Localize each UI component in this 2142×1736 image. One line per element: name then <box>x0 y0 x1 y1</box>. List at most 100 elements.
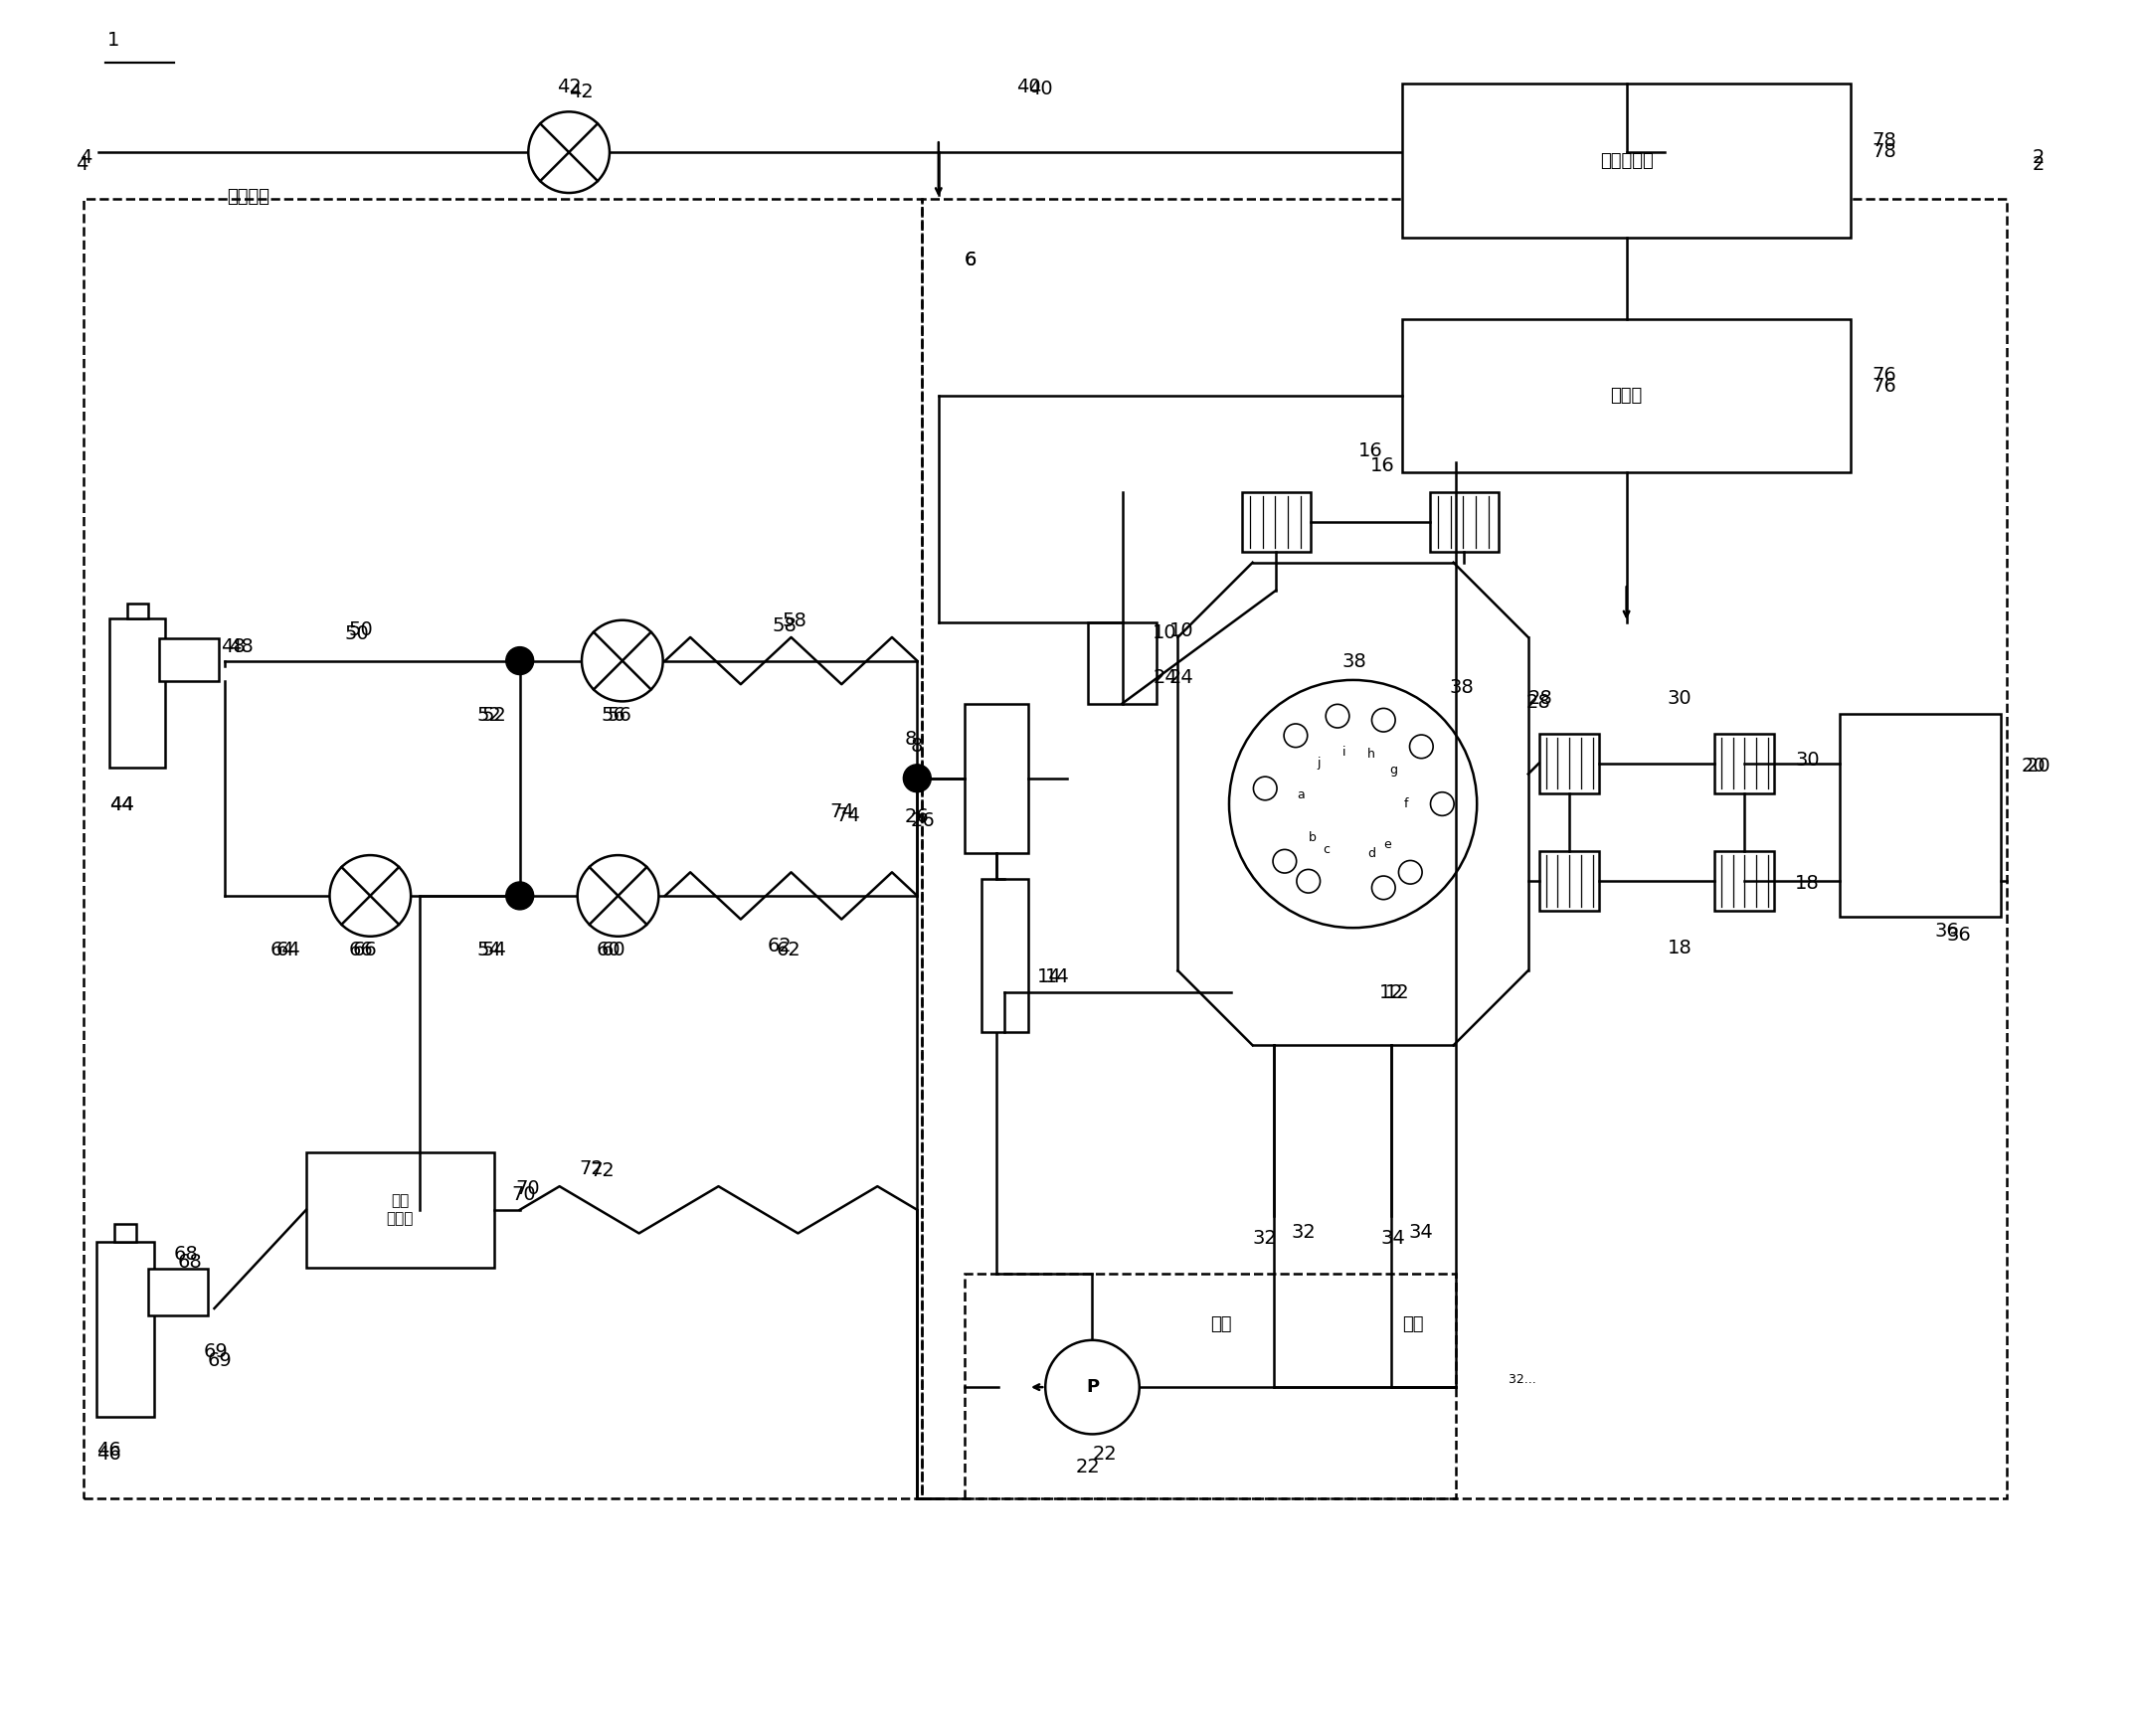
Text: 26: 26 <box>904 807 930 826</box>
Text: 4: 4 <box>75 155 88 174</box>
Text: i: i <box>1343 745 1345 759</box>
Circle shape <box>1371 877 1394 899</box>
Text: e: e <box>1384 838 1390 851</box>
Bar <box>96 1241 154 1417</box>
Circle shape <box>1409 734 1433 759</box>
Circle shape <box>506 882 533 910</box>
Circle shape <box>1371 708 1394 733</box>
Text: 70: 70 <box>512 1186 536 1205</box>
Text: 52: 52 <box>478 707 501 726</box>
Text: 28: 28 <box>1525 693 1551 712</box>
Bar <box>1840 713 2001 917</box>
Bar <box>921 200 2007 1498</box>
Text: 62: 62 <box>775 941 801 960</box>
Text: 60: 60 <box>602 941 625 960</box>
Text: 30: 30 <box>1795 750 1821 769</box>
Bar <box>1088 621 1157 703</box>
Text: 22: 22 <box>1075 1458 1101 1477</box>
Text: 2: 2 <box>2033 155 2046 174</box>
Text: 8: 8 <box>910 738 923 755</box>
Text: 10: 10 <box>1170 621 1193 641</box>
Bar <box>84 200 921 1498</box>
Text: 68: 68 <box>178 1253 203 1272</box>
Circle shape <box>506 648 533 675</box>
Text: 56: 56 <box>608 707 632 726</box>
Text: 1: 1 <box>107 31 120 50</box>
Bar <box>109 618 165 767</box>
Text: 52: 52 <box>482 707 506 726</box>
Text: 64: 64 <box>270 941 293 960</box>
Circle shape <box>1253 776 1277 800</box>
Text: 40: 40 <box>1028 80 1052 99</box>
Text: j: j <box>1317 757 1322 769</box>
Text: 62: 62 <box>767 937 793 955</box>
Text: 样品气体: 样品气体 <box>227 187 270 207</box>
Text: 54: 54 <box>478 941 501 960</box>
Text: c: c <box>1324 844 1330 856</box>
Text: d: d <box>1367 847 1375 859</box>
Circle shape <box>1431 792 1454 816</box>
Text: 6: 6 <box>964 252 977 269</box>
Text: 2: 2 <box>2033 148 2046 167</box>
Text: 69: 69 <box>203 1342 229 1361</box>
Text: 72: 72 <box>591 1161 615 1180</box>
Bar <box>126 602 148 618</box>
Text: 26: 26 <box>910 812 936 830</box>
Text: a: a <box>1298 788 1304 802</box>
Text: 载气: 载气 <box>1403 1316 1424 1333</box>
Text: b: b <box>1309 832 1317 844</box>
Text: 72: 72 <box>580 1160 604 1177</box>
Text: 68: 68 <box>174 1245 199 1264</box>
Circle shape <box>578 856 658 936</box>
Text: 32: 32 <box>1292 1222 1315 1241</box>
Text: 18: 18 <box>1666 939 1692 958</box>
Circle shape <box>1399 861 1422 884</box>
Bar <box>1714 851 1774 911</box>
Text: 70: 70 <box>516 1179 540 1198</box>
Circle shape <box>1272 849 1296 873</box>
Circle shape <box>1230 681 1478 927</box>
Text: 40: 40 <box>1015 78 1041 97</box>
Text: 50: 50 <box>349 620 373 639</box>
Text: 42: 42 <box>557 78 580 97</box>
Text: g: g <box>1390 764 1397 776</box>
Bar <box>1714 733 1774 793</box>
Text: 42: 42 <box>570 82 593 101</box>
Text: 14: 14 <box>1045 967 1071 986</box>
Text: 30: 30 <box>1666 689 1692 708</box>
Circle shape <box>1296 870 1319 892</box>
Bar <box>148 1269 208 1316</box>
Text: 74: 74 <box>831 802 855 821</box>
Text: 8: 8 <box>904 729 917 748</box>
Text: 44: 44 <box>109 795 135 814</box>
Text: 34: 34 <box>1409 1222 1433 1241</box>
Text: 46: 46 <box>96 1441 122 1460</box>
Text: 46: 46 <box>96 1444 122 1463</box>
Text: 74: 74 <box>835 807 861 825</box>
Text: 22: 22 <box>1092 1444 1116 1463</box>
Text: 44: 44 <box>109 795 135 814</box>
Text: 压力
控制器: 压力 控制器 <box>386 1194 413 1226</box>
Text: 载气: 载气 <box>1210 1316 1232 1333</box>
Text: 14: 14 <box>1037 967 1062 986</box>
Text: 32...: 32... <box>1508 1373 1540 1385</box>
Bar <box>1403 319 1851 472</box>
Text: 76: 76 <box>1872 377 1898 396</box>
Text: 6: 6 <box>964 252 977 269</box>
Bar <box>1431 491 1497 552</box>
Text: 38: 38 <box>1343 653 1367 672</box>
Text: 24: 24 <box>1170 668 1193 687</box>
Text: 54: 54 <box>482 941 506 960</box>
Circle shape <box>904 764 932 792</box>
Text: 控制部: 控制部 <box>1611 387 1643 404</box>
Text: 64: 64 <box>276 941 300 960</box>
Circle shape <box>583 620 662 701</box>
Text: 16: 16 <box>1371 457 1394 476</box>
Text: 36: 36 <box>1934 922 1960 941</box>
Text: 66: 66 <box>349 941 373 960</box>
Text: 24: 24 <box>1152 668 1178 687</box>
Circle shape <box>529 111 610 193</box>
Text: f: f <box>1403 797 1407 811</box>
Text: 12: 12 <box>1379 984 1403 1003</box>
Text: 18: 18 <box>1795 873 1821 892</box>
